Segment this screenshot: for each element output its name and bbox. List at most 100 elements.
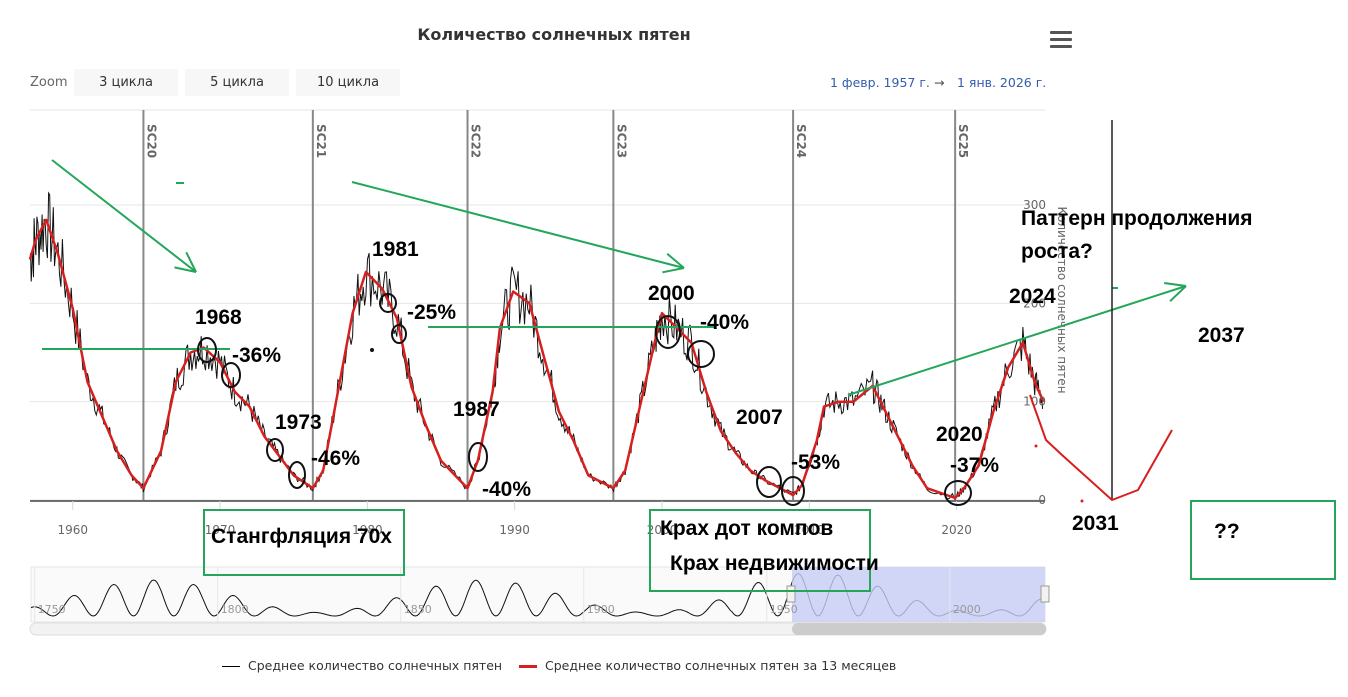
navigator-handle-right[interactable]: [1040, 585, 1050, 603]
trend-arrow-1-head: [174, 266, 197, 273]
annotation-pattern-line2: роста?: [1021, 240, 1093, 263]
marker-circle-11: [944, 480, 972, 506]
annotation-minus-40-b: -40%: [700, 311, 750, 334]
x-tick-label: 2010: [794, 523, 825, 537]
annotation-realestate-crash: Крах недвижимости: [670, 552, 879, 575]
smoothed-series: [28, 218, 1045, 500]
range-arrow: →: [934, 75, 945, 90]
navigator-tick-label: 1800: [221, 603, 249, 616]
annotation-2020: 2020: [936, 423, 983, 446]
annotation-2037: 2037: [1198, 324, 1245, 347]
trend-arrow-1-head: [185, 251, 197, 273]
annotation-minus-53: -53%: [791, 451, 841, 474]
legend-monthly[interactable]: Среднее количество солнечных пятен: [222, 658, 502, 673]
zoom-label: Zoom: [30, 75, 68, 90]
marker-circle-0: [197, 337, 217, 363]
x-tick-label: 1970: [205, 523, 236, 537]
y-tick-label: 100: [1023, 395, 1046, 409]
marker-circle-6: [468, 442, 488, 472]
marker-circle-9: [756, 466, 782, 498]
trend-arrow-2-head: [666, 253, 685, 269]
x-tick-label: 2020: [941, 523, 972, 537]
x-tick-label: 2000: [647, 523, 678, 537]
legend-smoothed-label: Среднее количество солнечных пятен за 13…: [545, 658, 897, 673]
zoom-3-cycles-button[interactable]: 3 цикла: [74, 69, 178, 96]
legend-monthly-label: Среднее количество солнечных пятен: [248, 658, 503, 673]
annotation-pattern-line1: Паттерн продолжения: [1021, 207, 1253, 230]
y-tick-label: 200: [1023, 296, 1046, 310]
annotation-1968: 1968: [195, 306, 242, 329]
marker-circle-2: [266, 438, 284, 462]
zoom-5-cycles-button[interactable]: 5 цикла: [185, 69, 289, 96]
annotation-2007: 2007: [736, 406, 783, 429]
monthly-line: [29, 191, 1044, 501]
trend-arrow-1: [51, 159, 197, 273]
x-tick-label: 1980: [352, 523, 383, 537]
marker-circle-8: [687, 340, 715, 368]
annotation-minus-37: -37%: [950, 454, 1000, 477]
cycle-label-sc23: SC23: [614, 124, 628, 158]
navigator-tick-label: 2000: [953, 603, 981, 616]
dot: [370, 348, 374, 352]
annotation-1973: 1973: [275, 411, 322, 434]
annotation-minus-46: -46%: [311, 447, 361, 470]
red-dot-2: [1080, 499, 1084, 503]
annotation-minus-40-a: -40%: [482, 478, 532, 501]
grid-lines: [30, 109, 1045, 501]
annotation-2031: 2031: [1072, 512, 1119, 535]
navigator-selection: [792, 567, 1045, 622]
trend-arrow-2-head: [662, 267, 685, 274]
monthly-series: [29, 191, 1044, 501]
annotation-dotcom-crash: Крах дот компов: [660, 517, 834, 540]
trend-arrow-2: [351, 181, 685, 269]
x-tick-label: 1990: [499, 523, 530, 537]
forecast-sketch: [1029, 394, 1173, 502]
chart-title: Количество солнечных пятен: [417, 25, 691, 44]
trend-arrow-3: [847, 285, 1187, 396]
y-axis: 0 100 200 300 Количество солнечных пятен: [1023, 198, 1069, 507]
red-dot: [1034, 444, 1038, 448]
annotation-1981: 1981: [372, 238, 419, 261]
crashes-box: [649, 509, 871, 592]
cycle-label-sc21: SC21: [314, 124, 328, 158]
hamburger-menu-icon[interactable]: [1050, 31, 1072, 49]
cycle-label-sc20: SC20: [144, 124, 158, 158]
cycle-markers: SC20 SC21 SC22 SC23 SC24 SC25: [142, 110, 970, 500]
smoothed-line: [28, 218, 1045, 500]
unknown-box: [1190, 500, 1336, 580]
zoom-10-cycles-button[interactable]: 10 цикла: [296, 69, 400, 96]
navigator-handle-left[interactable]: [786, 585, 796, 603]
marker-circle-3: [288, 461, 306, 489]
marker-circle-5: [391, 324, 407, 344]
y-axis-label: Количество солнечных пятен: [1055, 206, 1069, 393]
annotation-1987: 1987: [453, 398, 500, 421]
navigator-tick-label: 1950: [770, 603, 798, 616]
annotation-stagflation: Стангфляция 70х: [211, 525, 392, 548]
stagflation-box: [203, 509, 405, 576]
trend-arrow-3-head: [1169, 285, 1187, 302]
y-tick-label: 300: [1023, 198, 1046, 212]
marker-circle-7: [655, 315, 681, 349]
legend-smoothed[interactable]: Среднее количество солнечных пятен за 13…: [519, 658, 896, 673]
navigator-tick-label: 1850: [404, 603, 432, 616]
marker-circle-10: [781, 476, 805, 506]
marker-circle-4: [379, 293, 397, 313]
marker-circle-1: [221, 362, 241, 388]
annotation-2000: 2000: [648, 282, 695, 305]
annotation-question: ??: [1214, 520, 1240, 543]
navigator-tick-label: 1900: [587, 603, 615, 616]
range-from[interactable]: 1 февр. 1957 г.: [830, 75, 930, 90]
y-tick-label: 0: [1038, 493, 1046, 507]
navigator-tick-label: 1750: [38, 603, 66, 616]
navigator: 1750 1800 1850 1900 1950 2000: [29, 566, 1050, 636]
range-to[interactable]: 1 янв. 2026 г.: [957, 75, 1047, 90]
trend-arrow-3-head: [1164, 281, 1187, 287]
hand-drawn-annotations: [42, 120, 1187, 506]
cycle-label-sc22: SC22: [469, 124, 483, 158]
annotation-minus-25: -25%: [407, 301, 457, 324]
x-tick-label: 1960: [57, 523, 88, 537]
x-axis: 1960 1970 1980 1990 2000 2010 2020: [30, 500, 1045, 537]
scrollbar-thumb[interactable]: [792, 623, 1046, 635]
annotation-2024: 2024: [1009, 285, 1056, 308]
